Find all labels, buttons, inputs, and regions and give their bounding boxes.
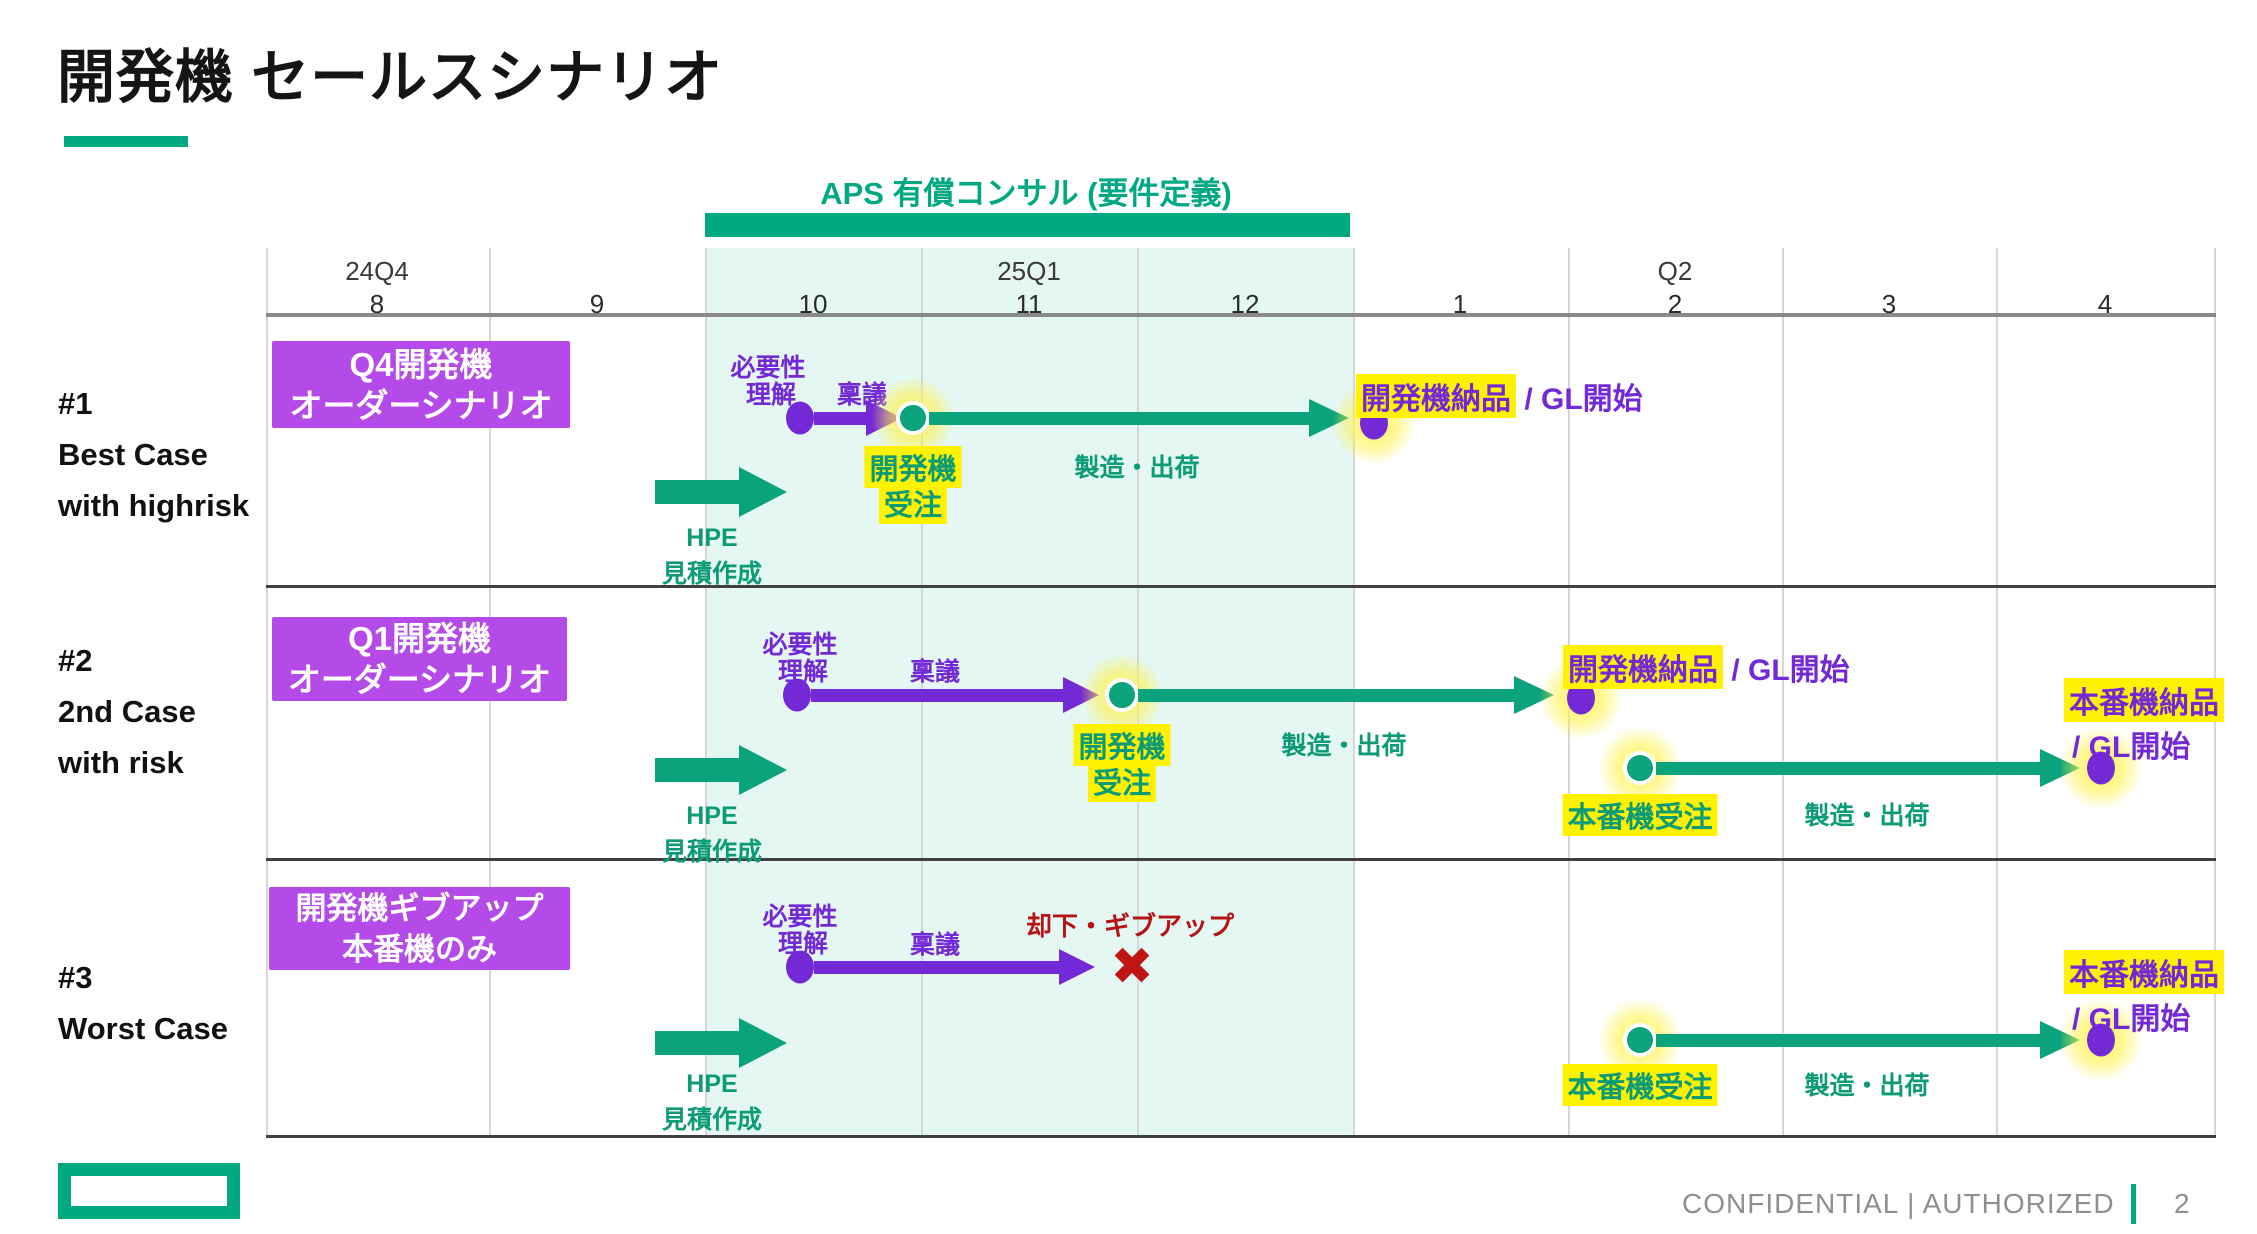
manufacturing-label: 製造・出荷 xyxy=(1074,454,1200,482)
aps-consulting-label: APS 有償コンサル (要件定義) xyxy=(820,176,1232,211)
prod-order-dot-green xyxy=(1623,751,1657,785)
page-title: 開発機 セールスシナリオ xyxy=(57,45,724,110)
hpe-quote-label: 見積作成 xyxy=(661,838,763,866)
scenario-1-label: #1 Best Case with highrisk xyxy=(58,386,250,523)
reject-giveup-label: 却下・ギブアップ xyxy=(1025,911,1235,941)
milestone-dot-purple xyxy=(783,678,811,712)
gridline xyxy=(1782,248,1784,1137)
necessity-label: 理解 xyxy=(745,381,797,409)
timeline-axis xyxy=(266,313,2216,317)
dev-delivery-label: 開発機納品 / GL開始 xyxy=(1356,374,1643,418)
month-label: 2 xyxy=(1667,289,1683,319)
order-dot-green xyxy=(1105,678,1139,712)
scenario-2-box: Q1開発機 オーダーシナリオ xyxy=(272,617,567,701)
hpe-quote-arrow-shaft xyxy=(655,1031,739,1055)
grid-bottom-line xyxy=(266,1135,2216,1138)
manufacturing-label: 製造・出荷 xyxy=(1804,802,1930,830)
hpe-quote-arrow-head xyxy=(739,467,790,517)
row-separator xyxy=(266,858,2216,861)
prod-order-label: 本番機受注 xyxy=(1562,1064,1718,1106)
milestone-dot-purple xyxy=(786,950,814,984)
month-label: 8 xyxy=(369,289,385,319)
dev-order-label: 開発機 xyxy=(864,446,962,488)
dev-delivery-label: 開発機納品 / GL開始 xyxy=(1563,645,1850,689)
delivery-dot-purple xyxy=(2087,1023,2115,1057)
manufacturing-label: 製造・出荷 xyxy=(1281,732,1407,760)
necessity-label: 必要性 xyxy=(762,631,838,659)
row-separator xyxy=(266,585,2216,588)
prod-delivery-label: 本番機納品 xyxy=(2064,950,2224,994)
hpe-logo xyxy=(58,1163,240,1219)
month-label: 4 xyxy=(2097,289,2113,319)
footer-separator xyxy=(2131,1184,2136,1224)
page-number: 2 xyxy=(2174,1188,2191,1219)
ringi-label: 稟議 xyxy=(909,931,961,959)
aps-consulting-bar xyxy=(705,213,1350,237)
hpe-quote-label: HPE xyxy=(686,1070,738,1098)
hpe-quote-label: HPE xyxy=(686,524,738,552)
gridline xyxy=(1996,248,1998,1137)
hpe-quote-label: HPE xyxy=(686,802,738,830)
approval-arrow-shaft xyxy=(814,412,866,425)
prod-delivery-gl-label: / GL開始 xyxy=(2072,1003,2191,1036)
month-label: 1 xyxy=(1452,289,1468,319)
prod-order-label: 本番機受注 xyxy=(1562,794,1718,836)
hpe-quote-label: 見積作成 xyxy=(661,560,763,588)
scenario-2-label: #2 2nd Case with risk xyxy=(58,643,196,780)
month-label: 3 xyxy=(1881,289,1897,319)
delivery-dot-purple xyxy=(2087,751,2115,785)
hpe-quote-arrow-shaft xyxy=(655,758,739,782)
necessity-label: 必要性 xyxy=(730,354,806,382)
dev-order-label: 開発機 xyxy=(1073,724,1171,766)
title-underline xyxy=(64,136,188,147)
scenario-3-label: #3 Worst Case xyxy=(58,960,228,1046)
scenario-3-box: 開発機ギブアップ 本番機のみ xyxy=(269,887,570,970)
hpe-quote-arrow-head xyxy=(739,1018,790,1068)
approval-arrow-shaft xyxy=(811,689,1063,702)
confidential-label: CONFIDENTIAL | AUTHORIZED xyxy=(1682,1188,2115,1219)
dev-order-label: 受注 xyxy=(1087,760,1157,802)
month-label: 11 xyxy=(1015,289,1043,319)
hpe-quote-arrow-head xyxy=(739,745,790,795)
month-label: 9 xyxy=(589,289,605,319)
milestone-dot-purple xyxy=(786,401,814,435)
month-label: 10 xyxy=(798,289,828,319)
necessity-label: 必要性 xyxy=(762,903,838,931)
quarter-label: 25Q1 xyxy=(997,256,1061,286)
scenario-1-box: Q4開発機 オーダーシナリオ xyxy=(272,341,570,428)
prod-delivery-label: 本番機納品 xyxy=(2064,678,2224,722)
reject-x-icon: ✖ xyxy=(1110,938,1154,996)
manufacturing-label: 製造・出荷 xyxy=(1804,1072,1930,1100)
approval-arrow-shaft xyxy=(814,961,1059,974)
approval-arrow-head xyxy=(1059,949,1098,985)
month-label: 12 xyxy=(1230,289,1260,319)
manufacture-arrow-shaft xyxy=(1656,1034,2040,1047)
manufacture-arrow-shaft xyxy=(929,412,1309,425)
hpe-quote-label: 見積作成 xyxy=(661,1106,763,1134)
prod-delivery-gl-label: / GL開始 xyxy=(2072,731,2191,764)
ringi-label: 稟議 xyxy=(909,658,961,686)
quarter-label: 24Q4 xyxy=(345,256,409,286)
prod-order-dot-green xyxy=(1623,1023,1657,1057)
gridline xyxy=(705,248,707,1137)
order-dot-green xyxy=(896,401,930,435)
hpe-quote-arrow-shaft xyxy=(655,480,739,504)
dev-order-label: 受注 xyxy=(878,482,948,524)
manufacture-arrow-shaft xyxy=(1138,689,1514,702)
manufacture-arrow-shaft xyxy=(1656,762,2040,775)
quarter-label: Q2 xyxy=(1657,256,1693,286)
gridline xyxy=(266,248,268,1137)
